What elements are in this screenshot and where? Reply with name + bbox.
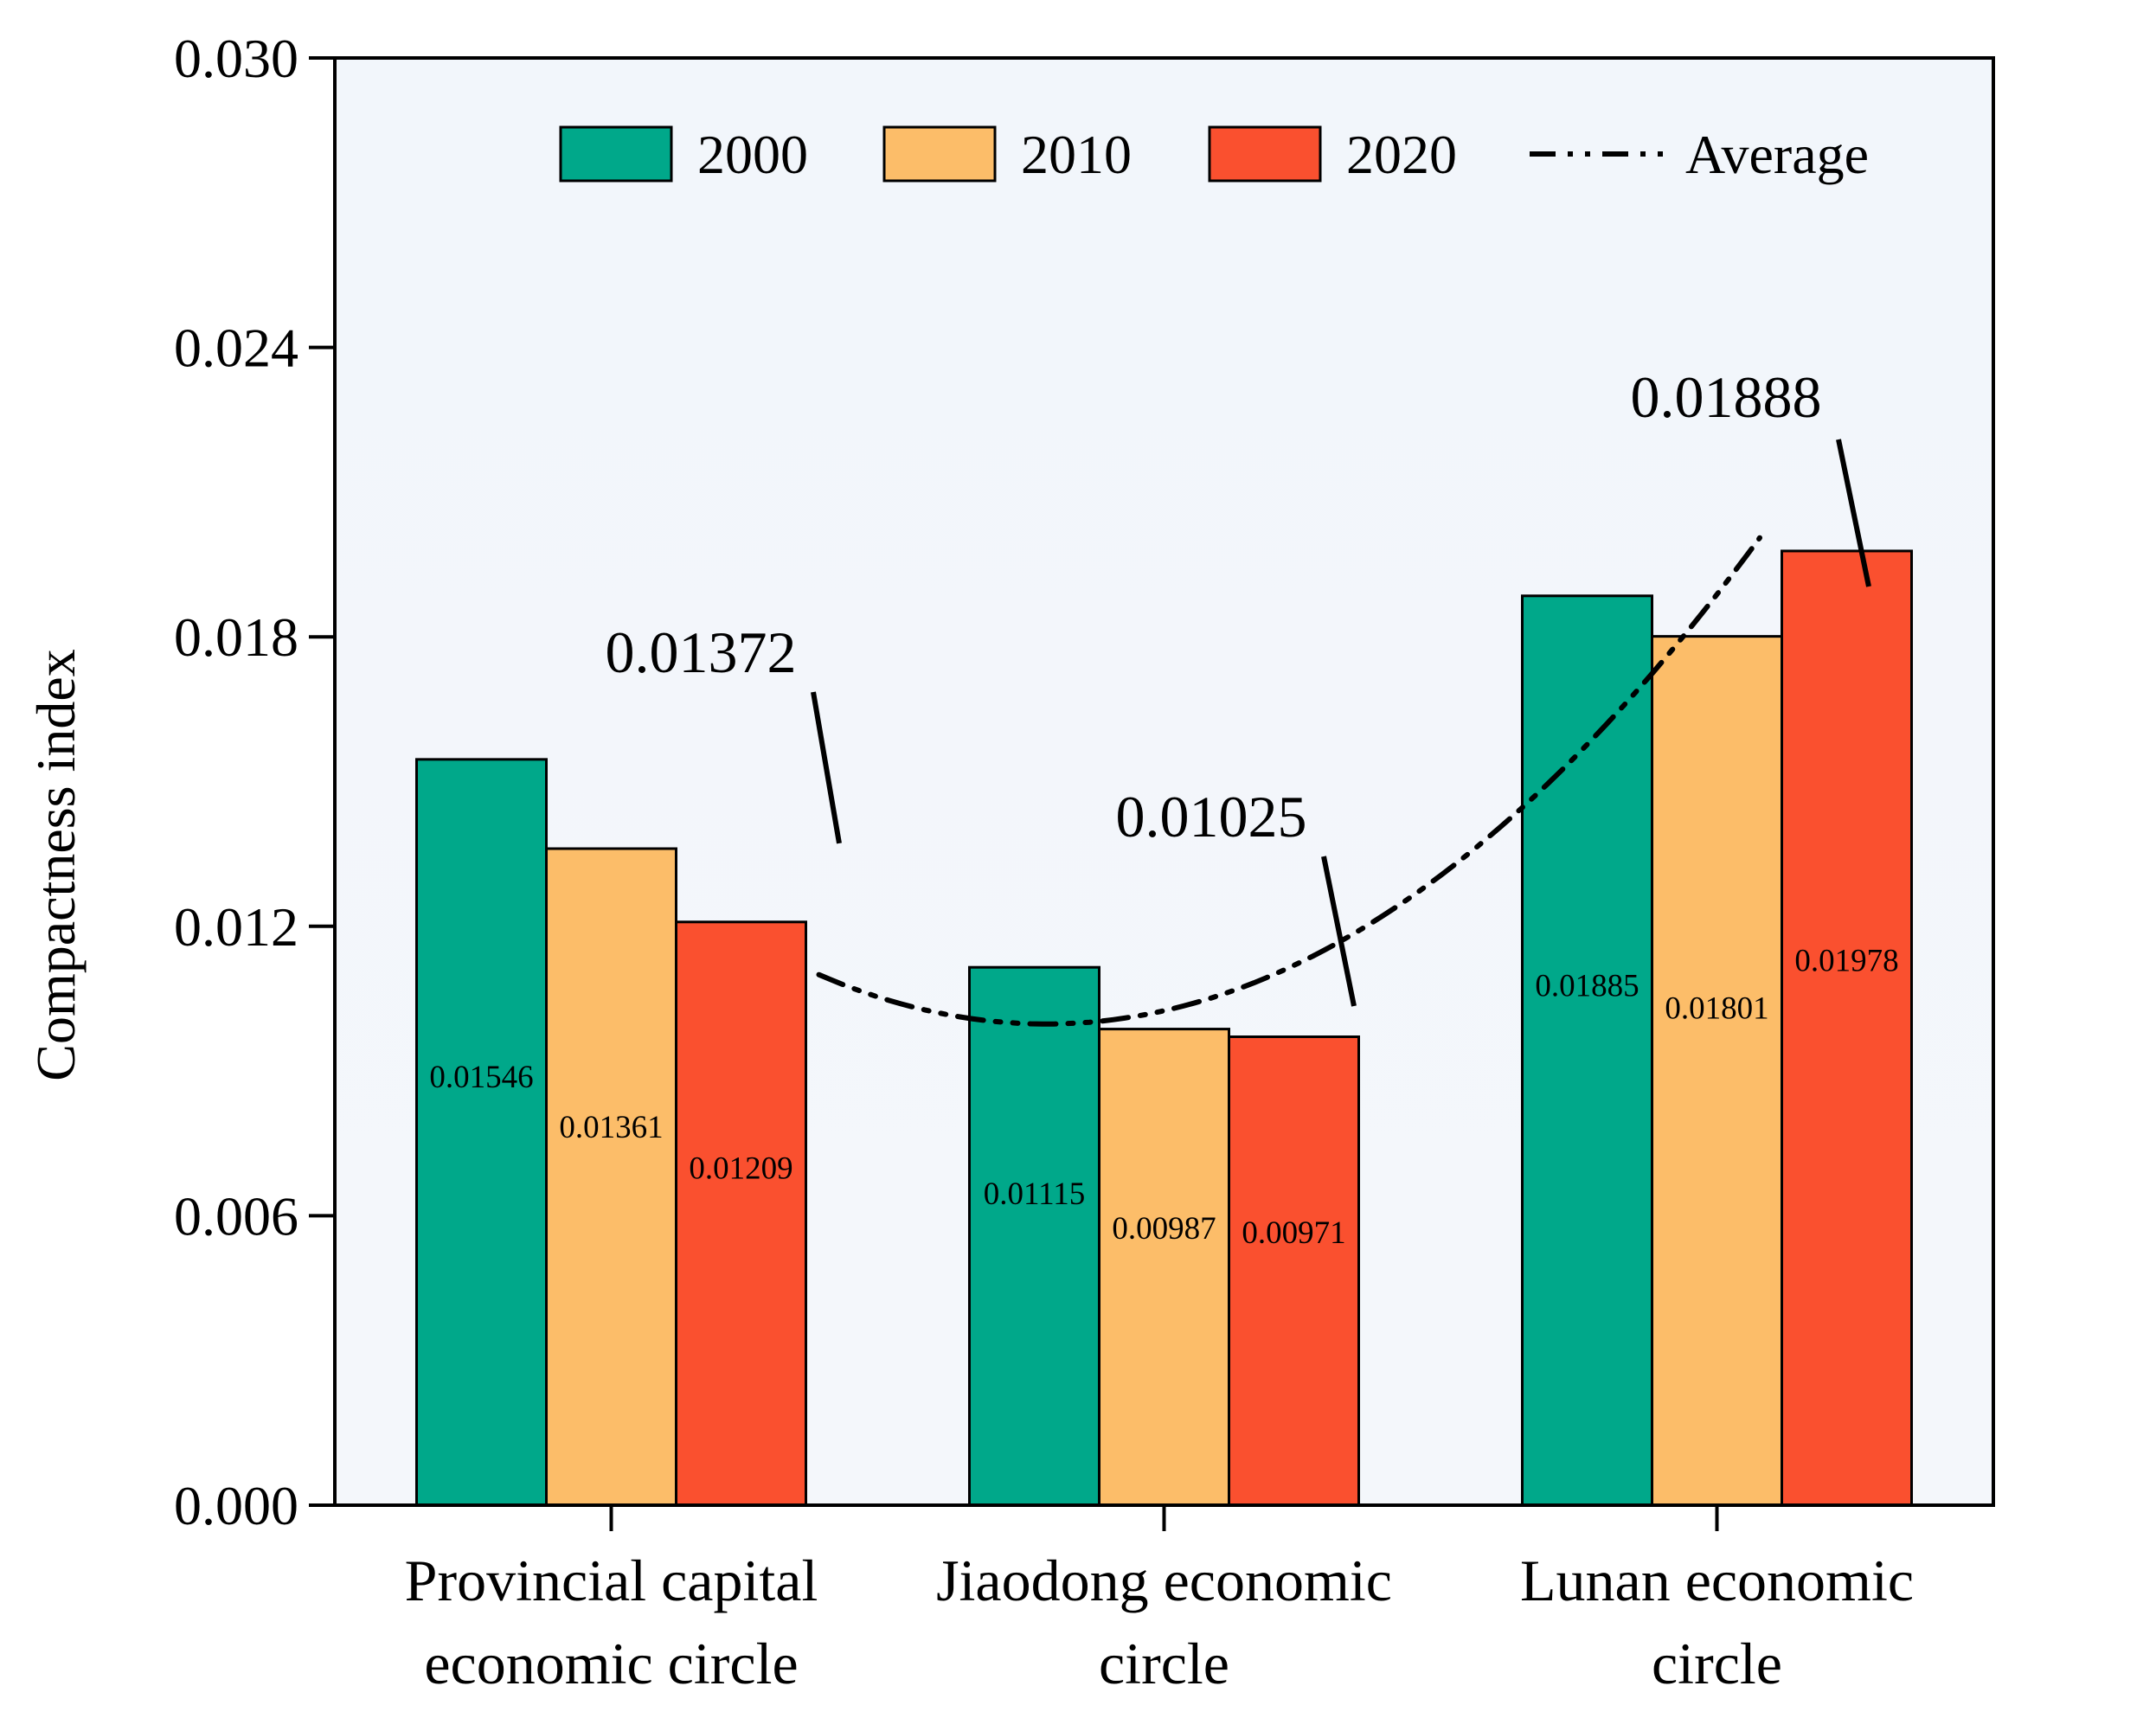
y-axis-label: Compactness index bbox=[25, 649, 87, 1080]
legend-swatch-2010 bbox=[882, 125, 997, 183]
bar-value-label: 0.01209 bbox=[689, 1151, 792, 1186]
bar-2010-1 bbox=[1098, 1028, 1230, 1507]
bar-value-label: 0.01801 bbox=[1665, 991, 1768, 1027]
legend-label-2020: 2020 bbox=[1346, 124, 1457, 185]
bar-value-label: 0.01115 bbox=[984, 1176, 1086, 1212]
x-category-label: Provincial capital bbox=[405, 1548, 818, 1613]
average-value-label: 0.01025 bbox=[1116, 784, 1307, 849]
bar-2020-2 bbox=[1781, 549, 1913, 1507]
bar-2000-0 bbox=[415, 758, 548, 1507]
y-tick-label: 0.018 bbox=[174, 606, 298, 668]
average-callout-line bbox=[1836, 439, 1871, 587]
bar-value-label: 0.01978 bbox=[1794, 943, 1898, 978]
x-category-label: Lunan economic bbox=[1520, 1548, 1914, 1613]
x-category-label: Jiaodong economic bbox=[936, 1548, 1392, 1613]
bar-2000-1 bbox=[968, 965, 1100, 1507]
y-tick-label: 0.030 bbox=[174, 28, 298, 89]
x-category-label: circle bbox=[1099, 1631, 1229, 1696]
bar-2020-0 bbox=[675, 920, 807, 1507]
bar-2010-0 bbox=[545, 847, 677, 1507]
y-tick-label: 0.000 bbox=[174, 1475, 298, 1536]
legend-label-average: Average bbox=[1685, 124, 1869, 185]
y-tick-label: 0.012 bbox=[174, 896, 298, 958]
bar-2010-2 bbox=[1651, 635, 1783, 1507]
legend-swatch-2000 bbox=[559, 125, 673, 183]
average-value-label: 0.01888 bbox=[1631, 364, 1822, 430]
average-line bbox=[816, 535, 1762, 1027]
legend-label-2010: 2010 bbox=[1021, 124, 1132, 185]
y-tick-label: 0.024 bbox=[174, 317, 298, 379]
x-category-label: circle bbox=[1652, 1631, 1782, 1696]
average-value-label: 0.01372 bbox=[606, 619, 797, 685]
average-callout-line bbox=[811, 691, 842, 844]
legend-label-2000: 2000 bbox=[697, 124, 808, 185]
legend-swatch-2020 bbox=[1208, 125, 1322, 183]
average-callout-line bbox=[1321, 856, 1357, 1007]
bar-value-label: 0.01885 bbox=[1535, 968, 1639, 1003]
y-tick-label: 0.006 bbox=[174, 1185, 298, 1247]
bar-2000-2 bbox=[1521, 594, 1653, 1507]
bar-value-label: 0.00971 bbox=[1242, 1215, 1345, 1251]
x-category-label: economic circle bbox=[424, 1631, 798, 1696]
bar-value-label: 0.00987 bbox=[1112, 1211, 1216, 1247]
bar-value-label: 0.01361 bbox=[559, 1110, 663, 1145]
bar-value-label: 0.01546 bbox=[429, 1060, 533, 1095]
bar-2020-1 bbox=[1228, 1035, 1360, 1507]
